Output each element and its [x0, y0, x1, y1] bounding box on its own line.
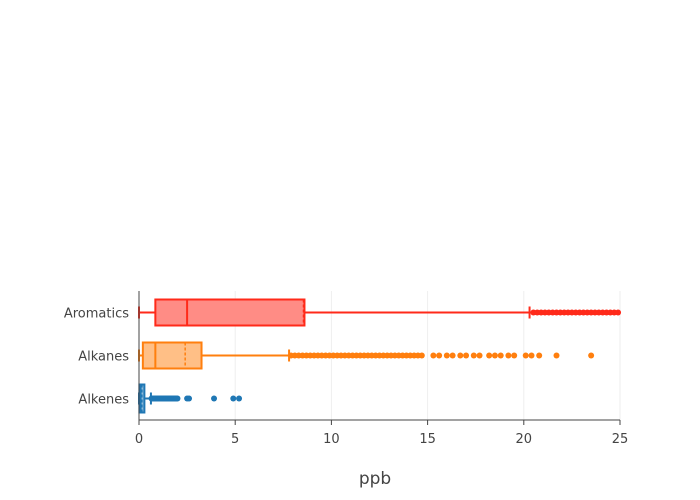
x-tick-labels: 0 5 10 15 20 25 — [135, 420, 628, 447]
outlier-point-alkanes-37 — [443, 352, 450, 359]
y-tick-label-alkenes: Alkenes — [78, 393, 129, 408]
outlier-point-alkanes-35 — [430, 352, 437, 359]
box-alkenes — [138, 383, 243, 414]
outlier-point-alkenes-31 — [230, 395, 237, 402]
x-tick-label-15: 15 — [419, 432, 436, 447]
box-series — [138, 298, 622, 414]
outlier-point-alkanes-50 — [536, 352, 543, 359]
outlier-point-alkanes-36 — [436, 352, 443, 359]
box-alkanes — [138, 341, 595, 370]
outlier-point-alkanes-45 — [497, 352, 504, 359]
box-aromatics — [138, 298, 622, 327]
outlier-point-alkenes-29 — [186, 395, 193, 402]
x-tick-label-10: 10 — [323, 432, 340, 447]
outlier-point-alkanes-51 — [553, 352, 560, 359]
x-tick-label-25: 25 — [612, 432, 629, 447]
outliers-alkenes — [148, 395, 243, 402]
x-tick-label-20: 20 — [516, 432, 533, 447]
outlier-point-alkanes-43 — [486, 352, 493, 359]
outlier-point-alkanes-39 — [457, 352, 464, 359]
outlier-point-alkenes-30 — [211, 395, 218, 402]
box-rect-alkanes — [141, 341, 203, 370]
outlier-point-aromatics-22 — [615, 309, 622, 316]
outlier-point-alkanes-42 — [476, 352, 483, 359]
outlier-point-alkenes-32 — [236, 395, 243, 402]
outlier-point-alkanes-52 — [588, 352, 595, 359]
x-tick-label-0: 0 — [135, 432, 143, 447]
outlier-point-alkanes-46 — [505, 352, 512, 359]
y-tick-labels: Alkenes Alkanes Aromatics — [64, 307, 129, 408]
outlier-point-alkanes-47 — [511, 352, 518, 359]
outliers-alkanes — [287, 352, 595, 359]
axes — [138, 291, 620, 421]
box-rect-aromatics — [154, 298, 306, 327]
x-tick-label-5: 5 — [231, 432, 239, 447]
outlier-point-alkanes-44 — [491, 352, 498, 359]
outlier-point-alkanes-48 — [522, 352, 529, 359]
outliers-aromatics — [530, 309, 622, 316]
y-tick-label-aromatics: Aromatics — [64, 307, 129, 322]
outlier-point-alkanes-49 — [528, 352, 535, 359]
x-axis-title: ppb — [359, 469, 391, 489]
y-tick-label-alkanes: Alkanes — [78, 350, 129, 365]
outlier-point-alkanes-41 — [470, 352, 477, 359]
outlier-point-alkenes-27 — [174, 395, 181, 402]
outlier-point-alkanes-34 — [418, 352, 425, 359]
outlier-point-alkanes-40 — [463, 352, 470, 359]
outlier-point-alkanes-38 — [449, 352, 456, 359]
